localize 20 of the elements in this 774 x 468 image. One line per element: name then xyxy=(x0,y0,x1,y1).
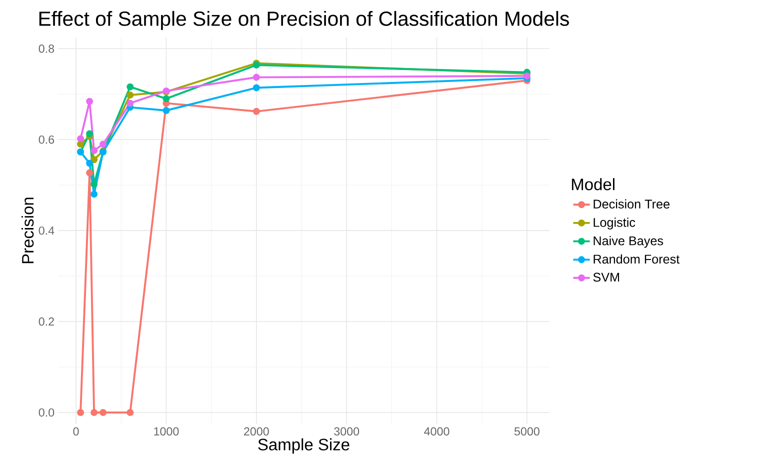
x-axis-title: Sample Size xyxy=(258,438,350,454)
legend-label: SVM xyxy=(593,272,620,282)
y-tick-label: 0.2 xyxy=(38,317,54,326)
y-tick-label: 0.0 xyxy=(38,408,54,417)
x-tick-label: 0 xyxy=(73,427,79,436)
y-axis-title: Precision xyxy=(22,198,34,264)
legend-label: Random Forest xyxy=(594,254,680,264)
legend-label: Logistic xyxy=(594,218,636,230)
y-tick-label: 0.4 xyxy=(38,226,54,235)
x-tick-label: 3000 xyxy=(334,427,360,436)
legend-label: Naive Bayes xyxy=(594,236,664,248)
x-tick-label: 5000 xyxy=(514,427,540,436)
legend-label: Decision Tree xyxy=(594,199,670,209)
legend-title: Model xyxy=(572,178,614,190)
chart-title: Effect of Sample Size on Precision of Classification Models xyxy=(39,10,569,30)
y-tick-label: 0.6 xyxy=(38,135,54,144)
x-tick-label: 2000 xyxy=(244,427,269,436)
y-tick-label: 0.8 xyxy=(38,44,54,53)
x-tick-label: 1000 xyxy=(154,427,179,436)
x-tick-label: 4000 xyxy=(424,427,450,436)
